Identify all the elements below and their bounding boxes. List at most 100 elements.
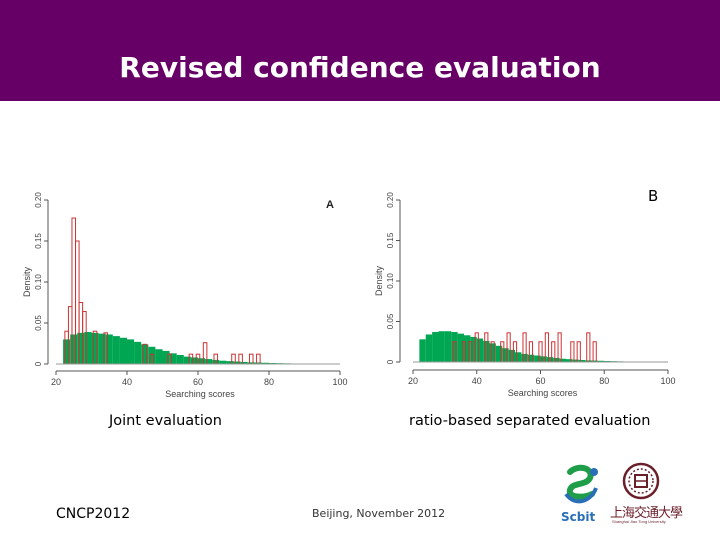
green-bar	[134, 341, 142, 364]
scbit-logo-text: Scbit	[561, 510, 596, 524]
y-tick-label: 0	[386, 359, 395, 364]
green-bar	[240, 361, 248, 364]
title-banner	[0, 0, 720, 101]
x-tick-label: 100	[660, 376, 675, 386]
x-axis-label: Searching scores	[165, 389, 235, 399]
green-bar	[141, 344, 149, 364]
green-bar	[77, 332, 85, 364]
scbit-logo: Scbit	[558, 464, 604, 526]
green-bar	[91, 332, 99, 364]
green-bar	[183, 356, 191, 364]
x-tick-label: 80	[264, 377, 274, 387]
y-tick-label: 0.05	[34, 315, 43, 331]
y-tick-label: 0.15	[386, 232, 395, 248]
green-bar	[597, 360, 605, 362]
y-tick-label: 0.20	[34, 192, 43, 208]
green-bar	[162, 350, 170, 364]
green-bar	[540, 356, 547, 362]
green-bar	[566, 359, 573, 362]
green-bar	[578, 359, 586, 362]
green-bar	[190, 357, 198, 364]
x-tick-label: 40	[122, 377, 132, 387]
x-tick-label: 100	[332, 377, 347, 387]
green-bar	[591, 360, 598, 362]
green-bar	[148, 346, 156, 364]
green-bar	[457, 333, 464, 362]
sjtu-logo: 上海交通大學 Shanghai Jiao Tong University	[608, 462, 690, 528]
green-bar	[521, 353, 528, 362]
red-bar	[557, 332, 562, 363]
green-bar	[119, 337, 127, 364]
footer-location-date: Beijing, November 2012	[312, 507, 446, 520]
footer-conference: CNCP2012	[56, 506, 131, 522]
x-tick-label: 80	[599, 376, 609, 386]
green-bar	[70, 334, 78, 364]
caption-ratio-based-evaluation: ratio-based separated evaluation	[409, 413, 651, 429]
y-axis-label: Density	[22, 266, 32, 297]
y-tick-label: 0.20	[386, 192, 395, 208]
green-bar	[63, 339, 71, 364]
y-tick-label: 0.05	[386, 313, 395, 329]
green-bar	[127, 339, 135, 364]
panel-label-a: A	[326, 199, 334, 211]
y-tick-label: 0.15	[34, 233, 43, 249]
green-bar	[261, 362, 269, 364]
y-tick-label: 0.10	[386, 273, 395, 289]
green-bar	[546, 357, 554, 362]
red-bar	[586, 332, 591, 363]
green-bar	[233, 361, 241, 364]
green-bar	[438, 331, 445, 362]
red-bar	[592, 341, 597, 363]
green-bar	[444, 331, 452, 362]
green-bar	[489, 343, 496, 362]
sjtu-logo-text: 上海交通大學	[610, 506, 683, 521]
green-bar	[464, 335, 471, 362]
sjtu-logo-subtext: Shanghai Jiao Tong University	[612, 519, 666, 524]
histogram-chart-b: 20 40 60 80 100 Searching scores 0 0.05 0.10 0.15…	[374, 192, 676, 398]
green-bar	[84, 332, 92, 364]
red-bar	[576, 341, 581, 363]
green-bar	[212, 359, 220, 364]
green-bar	[155, 349, 163, 364]
red-bar	[256, 353, 261, 365]
green-bar	[502, 348, 509, 362]
panel-label-b: B	[648, 187, 659, 205]
x-tick-label: 60	[535, 376, 545, 386]
green-bar	[226, 361, 234, 364]
green-bar	[553, 357, 560, 362]
green-bar	[451, 332, 458, 362]
green-bar	[98, 333, 106, 364]
green-bar	[254, 362, 262, 364]
green-bar	[508, 349, 515, 362]
green-bar	[176, 354, 184, 364]
histogram-chart-a: 20 40 60 80 100 Searching scores 0 0.05 0.10 0.15…	[22, 192, 348, 399]
slide-title: Revised confidence evaluation	[119, 51, 601, 84]
green-bar	[585, 360, 592, 362]
red-bar	[570, 341, 575, 363]
green-bar	[432, 332, 439, 362]
green-bar	[219, 360, 227, 364]
green-bar	[247, 362, 255, 364]
green-bar	[527, 354, 535, 362]
green-bar	[425, 334, 433, 362]
green-bar	[559, 358, 566, 362]
x-tick-label: 20	[408, 376, 418, 386]
green-bar	[515, 352, 522, 362]
green-bar	[419, 339, 426, 362]
green-bar	[495, 345, 503, 362]
x-tick-label: 20	[51, 377, 61, 387]
y-tick-label: 0.10	[34, 274, 43, 290]
green-bar	[205, 359, 213, 364]
green-bar	[169, 353, 177, 364]
y-axis-label: Density	[374, 265, 384, 296]
green-bar	[112, 336, 120, 364]
caption-joint-evaluation: Joint evaluation	[109, 413, 222, 429]
green-bar	[483, 340, 490, 362]
x-axis-label: Searching scores	[508, 388, 578, 398]
x-tick-label: 40	[472, 376, 482, 386]
x-tick-label: 60	[193, 377, 203, 387]
green-bar	[470, 336, 477, 362]
green-bar	[476, 338, 484, 362]
green-bar	[198, 358, 206, 364]
green-bar	[534, 355, 541, 362]
